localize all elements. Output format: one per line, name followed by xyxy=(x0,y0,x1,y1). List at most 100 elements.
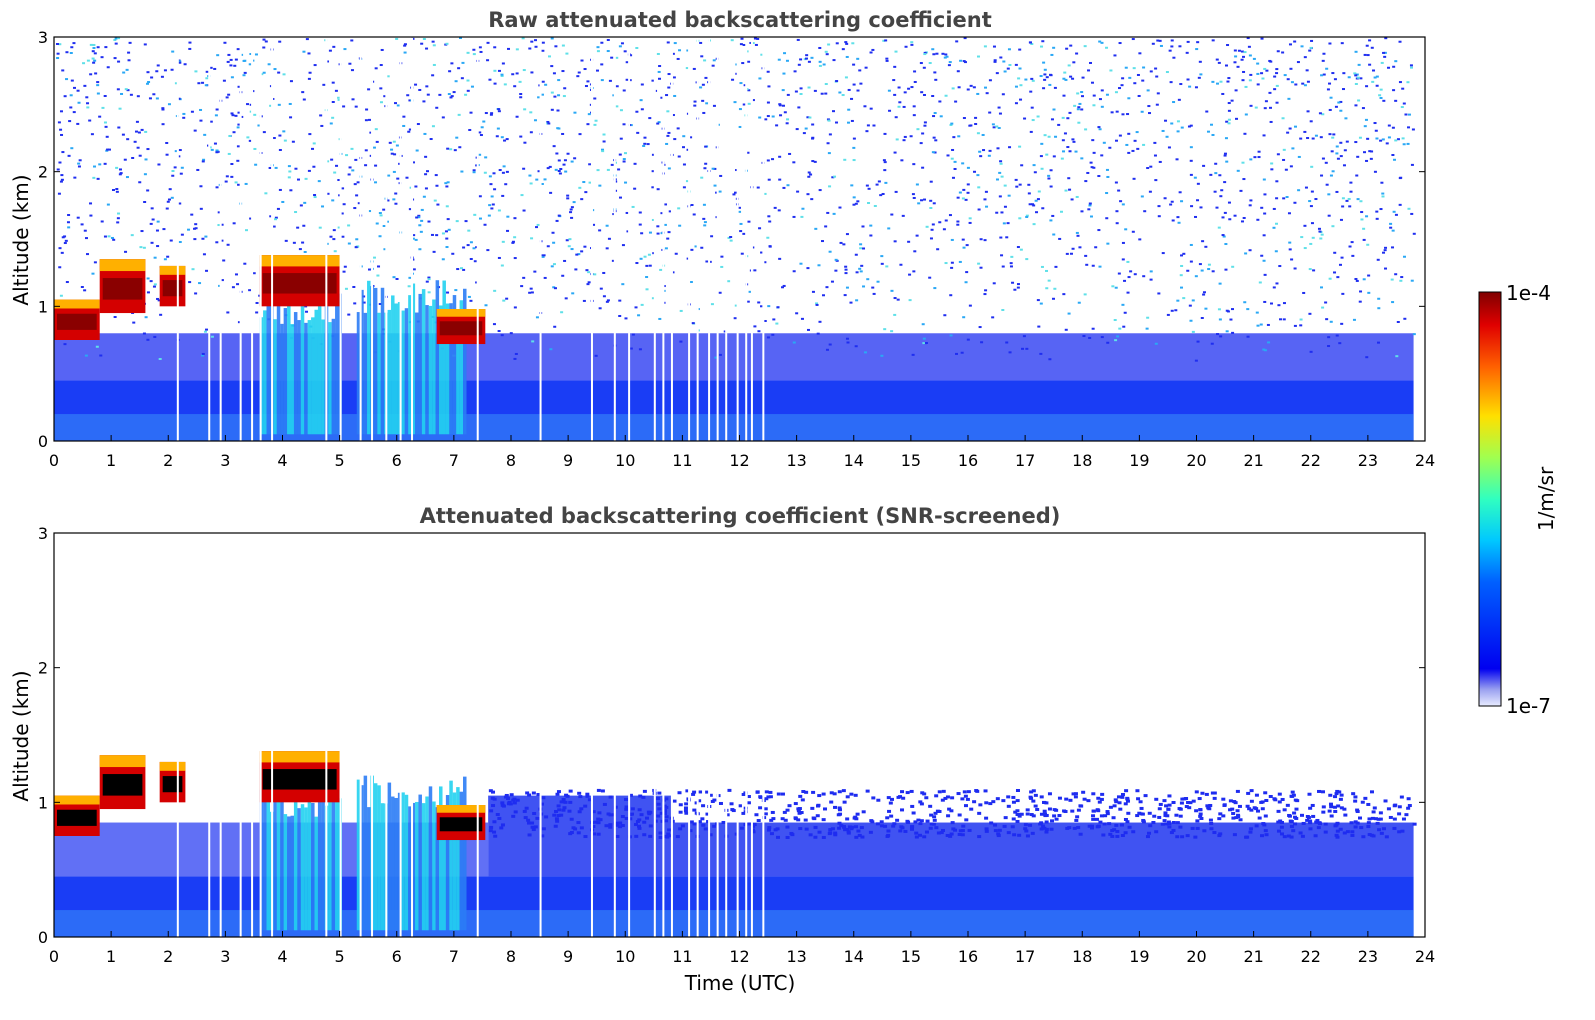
noise-point xyxy=(1398,81,1402,84)
noise-point xyxy=(445,42,449,45)
fringe-point xyxy=(1200,791,1205,795)
noise-point xyxy=(1357,99,1361,102)
fringe-point xyxy=(1286,834,1291,838)
noise-point xyxy=(760,251,764,254)
noise-point xyxy=(375,140,379,143)
noise-point xyxy=(446,291,450,294)
fringe-point xyxy=(1378,817,1383,821)
noise-point xyxy=(775,124,779,127)
noise-point xyxy=(1282,148,1286,151)
noise-point xyxy=(629,54,633,57)
noise-point xyxy=(735,169,739,172)
noise-point xyxy=(1075,231,1079,234)
noise-point xyxy=(1102,141,1106,144)
precip-column xyxy=(363,312,368,435)
noise-point xyxy=(754,43,758,46)
fringe-point xyxy=(1205,804,1210,808)
noise-point xyxy=(456,268,460,271)
fringe-point xyxy=(1163,813,1168,817)
noise-point xyxy=(173,166,177,169)
data-gap xyxy=(628,38,631,441)
fringe-point xyxy=(1255,809,1260,813)
fringe-point xyxy=(491,790,496,794)
noise-point xyxy=(434,174,438,177)
noise-point xyxy=(407,285,411,288)
fringe-point xyxy=(597,811,602,815)
noise-point xyxy=(651,153,655,156)
fringe-point xyxy=(576,821,581,825)
noise-point xyxy=(1133,139,1137,142)
noise-point xyxy=(447,228,451,231)
noise-point xyxy=(1058,237,1062,240)
noise-point xyxy=(146,82,150,85)
noise-point xyxy=(523,141,527,144)
noise-point xyxy=(1387,124,1391,127)
noise-point xyxy=(656,52,660,55)
noise-point xyxy=(1165,71,1169,74)
noise-point xyxy=(782,72,786,75)
noise-point xyxy=(566,152,570,155)
noise-point xyxy=(953,167,957,170)
precip-column xyxy=(266,802,271,931)
noise-point xyxy=(838,91,842,94)
noise-point xyxy=(979,238,983,241)
noise-point xyxy=(1249,73,1253,76)
fringe-point xyxy=(1141,820,1146,824)
noise-point xyxy=(98,163,102,166)
noise-point xyxy=(166,255,170,258)
noise-point xyxy=(490,112,494,115)
noise-point xyxy=(825,53,829,56)
fringe-point xyxy=(532,812,537,816)
noise-point xyxy=(174,150,178,153)
noise-point xyxy=(835,121,839,124)
precip-column xyxy=(367,280,371,435)
noise-point xyxy=(877,180,881,183)
noise-point xyxy=(1025,258,1029,261)
noise-point xyxy=(1008,146,1012,149)
fringe-point xyxy=(841,824,846,828)
noise-point xyxy=(292,241,296,244)
noise-point xyxy=(1293,324,1297,327)
fringe-point xyxy=(785,835,790,839)
fringe-point xyxy=(634,834,639,838)
noise-point xyxy=(344,287,348,290)
fringe-point xyxy=(583,804,588,808)
fringe-point xyxy=(1137,811,1142,815)
noise-point xyxy=(113,38,117,41)
cloud-layer xyxy=(159,265,186,307)
noise-point xyxy=(110,236,114,239)
fringe-point xyxy=(1057,814,1062,818)
noise-point xyxy=(674,252,678,255)
fringe-point xyxy=(552,813,557,817)
fringe-point xyxy=(642,833,647,837)
noise-point xyxy=(999,236,1003,239)
fringe-point xyxy=(1355,808,1360,812)
noise-point xyxy=(134,130,138,133)
noise-point xyxy=(488,175,492,178)
fringe-point xyxy=(937,790,942,794)
noise-point xyxy=(596,50,600,53)
noise-point xyxy=(167,198,171,201)
noise-point xyxy=(1196,182,1200,185)
noise-point xyxy=(67,154,71,157)
fringe-point xyxy=(1353,825,1358,829)
noise-point xyxy=(1025,347,1029,350)
fringe-point xyxy=(1099,814,1104,818)
noise-point xyxy=(1324,301,1328,304)
noise-point xyxy=(834,269,838,272)
noise-point xyxy=(89,214,93,217)
noise-point xyxy=(223,41,227,44)
x-tick-label: 19 xyxy=(1129,947,1149,966)
noise-point xyxy=(76,89,80,92)
noise-point xyxy=(885,265,889,268)
noise-point xyxy=(305,310,309,313)
noise-point xyxy=(978,150,982,153)
noise-point xyxy=(753,325,757,328)
fringe-point xyxy=(1100,792,1105,796)
precip-column xyxy=(439,305,443,435)
noise-point xyxy=(353,207,357,210)
noise-point xyxy=(1274,250,1278,253)
noise-point xyxy=(1205,110,1209,113)
noise-point xyxy=(1375,217,1379,220)
noise-point xyxy=(1314,134,1318,137)
